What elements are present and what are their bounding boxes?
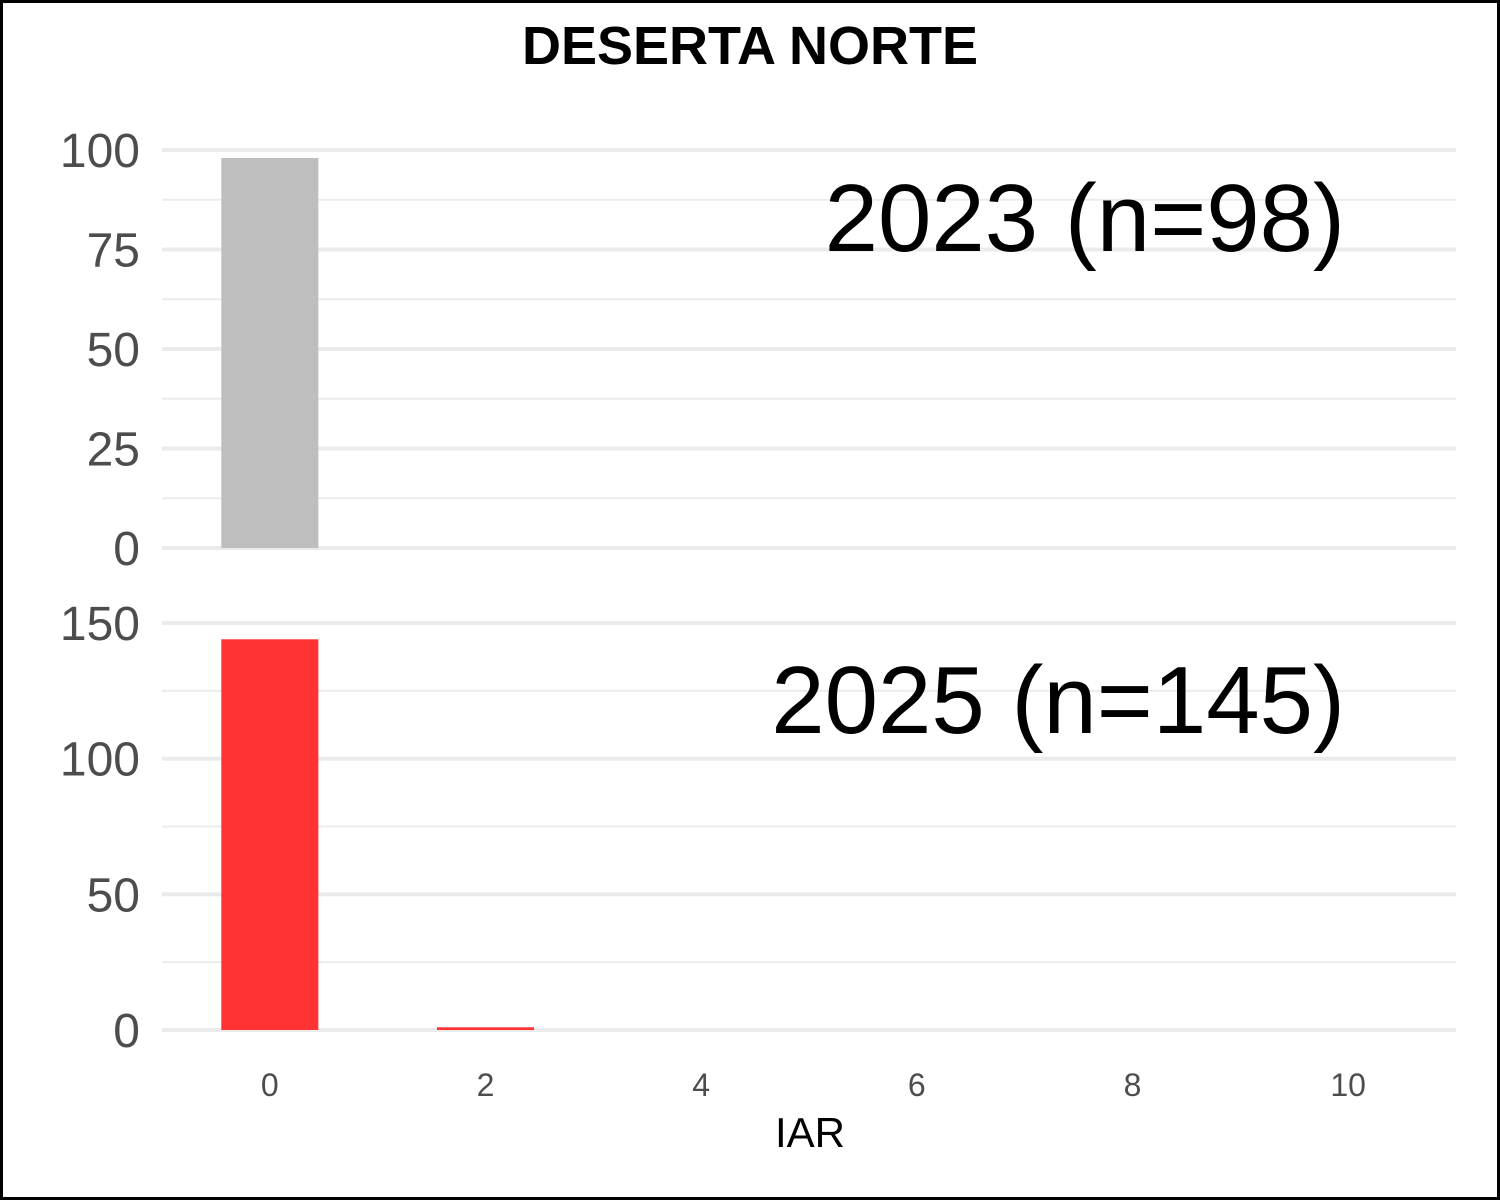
panel-2025-y-tick-label: 150 [60,598,140,651]
panel-2025-y-axis: 0 50 100 150 [60,598,140,1058]
panel-2023-bars [221,157,319,548]
panel-2025: 0 50 100 150 2025 (n=145) [60,598,1456,1058]
panel-2025-y-tick-label: 50 [87,869,140,922]
panel-2023-y-tick-label: 0 [113,523,140,576]
panel-2023-y-tick-label: 75 [87,225,140,278]
panel-2025-label: 2025 (n=145) [771,647,1345,754]
panel-2023-y-axis: 0 25 50 75 100 [60,125,140,576]
x-tick-label: 2 [477,1067,495,1103]
panel-2023: 0 25 50 75 100 2023 (n=98) [60,125,1456,576]
panel-2023-bar-x0 [221,157,319,548]
x-tick-label: 0 [261,1067,279,1103]
x-tick-label: 4 [692,1067,710,1103]
panel-2023-y-tick-label: 100 [60,125,140,178]
panel-2023-label: 2023 (n=98) [825,165,1345,272]
panel-2025-bar-x2 [436,1027,535,1030]
x-tick-label: 8 [1124,1067,1142,1103]
panel-2025-y-tick-label: 100 [60,734,140,787]
x-axis: 0 2 4 6 8 10 [261,1067,1366,1103]
panel-2025-bar-x0 [221,639,319,1030]
x-axis-label: IAR [775,1109,845,1156]
chart-title: DESERTA NORTE [522,16,978,76]
panel-2025-grid [162,621,1456,1032]
panel-2025-y-tick-label: 0 [113,1005,140,1058]
panel-2023-grid [162,148,1456,550]
panel-2025-bars [221,639,535,1030]
x-tick-label: 6 [908,1067,926,1103]
panel-2023-y-tick-label: 25 [87,424,140,477]
x-tick-label: 10 [1330,1067,1366,1103]
panel-2023-y-tick-label: 50 [87,324,140,377]
